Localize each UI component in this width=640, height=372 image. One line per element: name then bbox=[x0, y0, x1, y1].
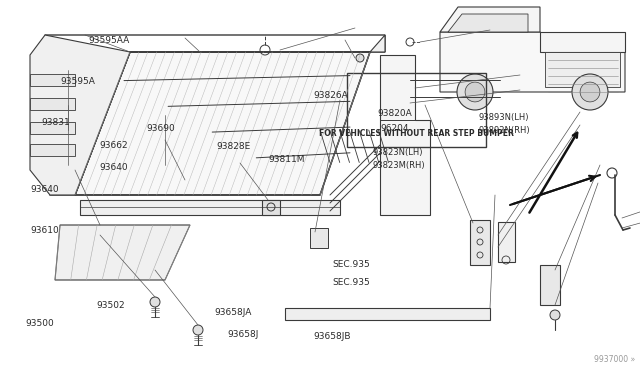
Text: 93831: 93831 bbox=[42, 118, 70, 127]
Text: 93502: 93502 bbox=[96, 301, 125, 310]
Polygon shape bbox=[310, 228, 328, 248]
Text: SEC.935: SEC.935 bbox=[333, 278, 371, 287]
Text: 93610: 93610 bbox=[31, 226, 60, 235]
Circle shape bbox=[150, 297, 160, 307]
Polygon shape bbox=[285, 308, 490, 320]
Text: 93595A: 93595A bbox=[61, 77, 95, 86]
Polygon shape bbox=[30, 98, 75, 110]
Polygon shape bbox=[448, 14, 528, 32]
Text: 93500: 93500 bbox=[26, 319, 54, 328]
Circle shape bbox=[465, 82, 485, 102]
Polygon shape bbox=[440, 32, 625, 92]
Text: 96204: 96204 bbox=[381, 124, 410, 133]
Text: 93828E: 93828E bbox=[216, 142, 251, 151]
Polygon shape bbox=[498, 222, 515, 262]
Text: 93658J: 93658J bbox=[227, 330, 259, 339]
Polygon shape bbox=[75, 52, 370, 195]
Text: 93811M: 93811M bbox=[269, 155, 305, 164]
Text: 93823N(LH): 93823N(LH) bbox=[372, 148, 423, 157]
Circle shape bbox=[550, 310, 560, 320]
Polygon shape bbox=[470, 220, 490, 265]
Polygon shape bbox=[55, 225, 190, 280]
Bar bbox=[347, 73, 486, 147]
Text: 93892N(RH): 93892N(RH) bbox=[479, 126, 531, 135]
Text: 93662: 93662 bbox=[99, 141, 128, 150]
Text: 93658JB: 93658JB bbox=[314, 332, 351, 341]
Text: 93658JA: 93658JA bbox=[214, 308, 252, 317]
Text: 93640: 93640 bbox=[99, 163, 128, 172]
Polygon shape bbox=[30, 74, 75, 86]
Text: FOR VEHICLES WITHOUT REAR STEP BUMPER: FOR VEHICLES WITHOUT REAR STEP BUMPER bbox=[319, 129, 514, 138]
Polygon shape bbox=[370, 35, 385, 52]
Polygon shape bbox=[80, 200, 340, 215]
Text: 93690: 93690 bbox=[146, 124, 175, 133]
Polygon shape bbox=[30, 144, 75, 156]
Polygon shape bbox=[30, 35, 130, 195]
Polygon shape bbox=[380, 55, 430, 215]
Circle shape bbox=[572, 74, 608, 110]
Polygon shape bbox=[540, 265, 560, 305]
Text: 9937000 »: 9937000 » bbox=[594, 355, 635, 364]
Polygon shape bbox=[262, 200, 280, 215]
Circle shape bbox=[193, 325, 203, 335]
Text: 93640: 93640 bbox=[31, 185, 60, 194]
Circle shape bbox=[457, 74, 493, 110]
Text: SEC.935: SEC.935 bbox=[333, 260, 371, 269]
Circle shape bbox=[356, 54, 364, 62]
Polygon shape bbox=[540, 32, 625, 52]
Text: 93893N(LH): 93893N(LH) bbox=[479, 113, 529, 122]
Polygon shape bbox=[545, 52, 620, 87]
Text: 93823M(RH): 93823M(RH) bbox=[372, 161, 425, 170]
Circle shape bbox=[580, 82, 600, 102]
Text: 93595AA: 93595AA bbox=[88, 36, 129, 45]
Polygon shape bbox=[440, 7, 540, 32]
Text: 93820A: 93820A bbox=[378, 109, 412, 118]
Text: 93826A: 93826A bbox=[314, 92, 348, 100]
Polygon shape bbox=[30, 122, 75, 134]
